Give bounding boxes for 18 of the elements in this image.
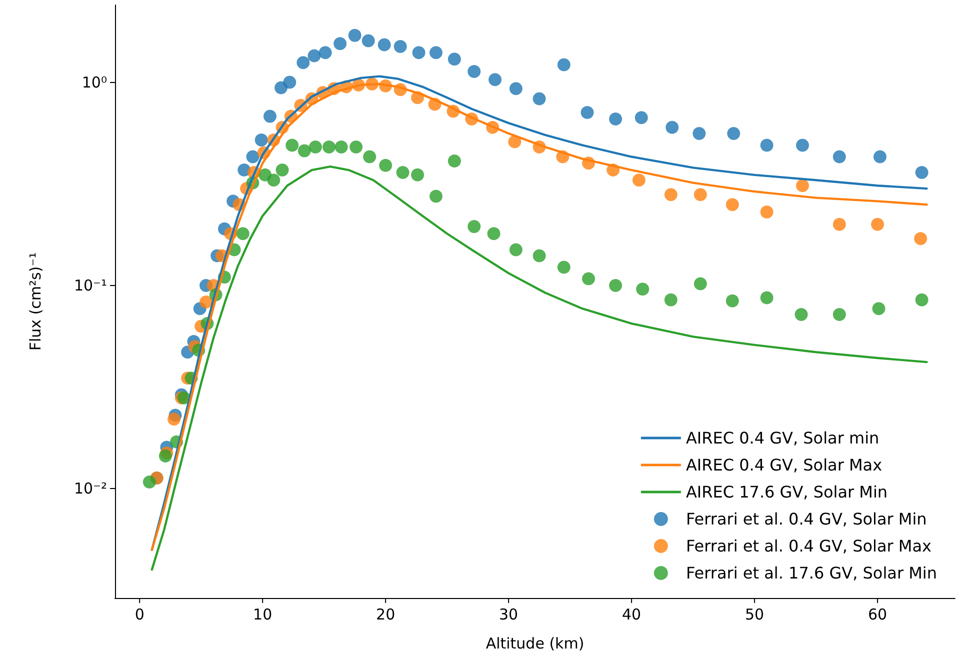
x-tick-label: 10 <box>253 606 272 624</box>
legend-label: Ferrari et al. 0.4 GV, Solar Max <box>686 536 932 556</box>
y-axis-title: Flux (cm²s)⁻¹ <box>26 252 44 351</box>
x-tick-label: 50 <box>744 606 764 624</box>
x-tick-label: 0 <box>134 606 144 624</box>
legend-label: Ferrari et al. 0.4 GV, Solar Min <box>686 510 927 528</box>
x-axis-title: Altitude (km) <box>486 634 584 652</box>
legend-label: AIREC 0.4 GV, Solar Max <box>686 456 882 474</box>
x-tick-label: 40 <box>622 606 642 624</box>
legend-label: Ferrari et al. 17.6 GV, Solar Min <box>686 564 937 582</box>
x-tick-label: 30 <box>499 606 518 624</box>
legend-label: AIREC 0.4 GV, Solar min <box>686 428 880 448</box>
legend-label: AIREC 17.6 GV, Solar Min <box>686 482 888 502</box>
y-tick-label: 10⁻² <box>74 480 107 498</box>
y-tick-label: 10⁰ <box>82 73 107 92</box>
x-tick-label: 20 <box>376 606 396 624</box>
y-tick-label: 10⁻¹ <box>74 276 107 295</box>
x-tick-label: 60 <box>868 606 888 624</box>
